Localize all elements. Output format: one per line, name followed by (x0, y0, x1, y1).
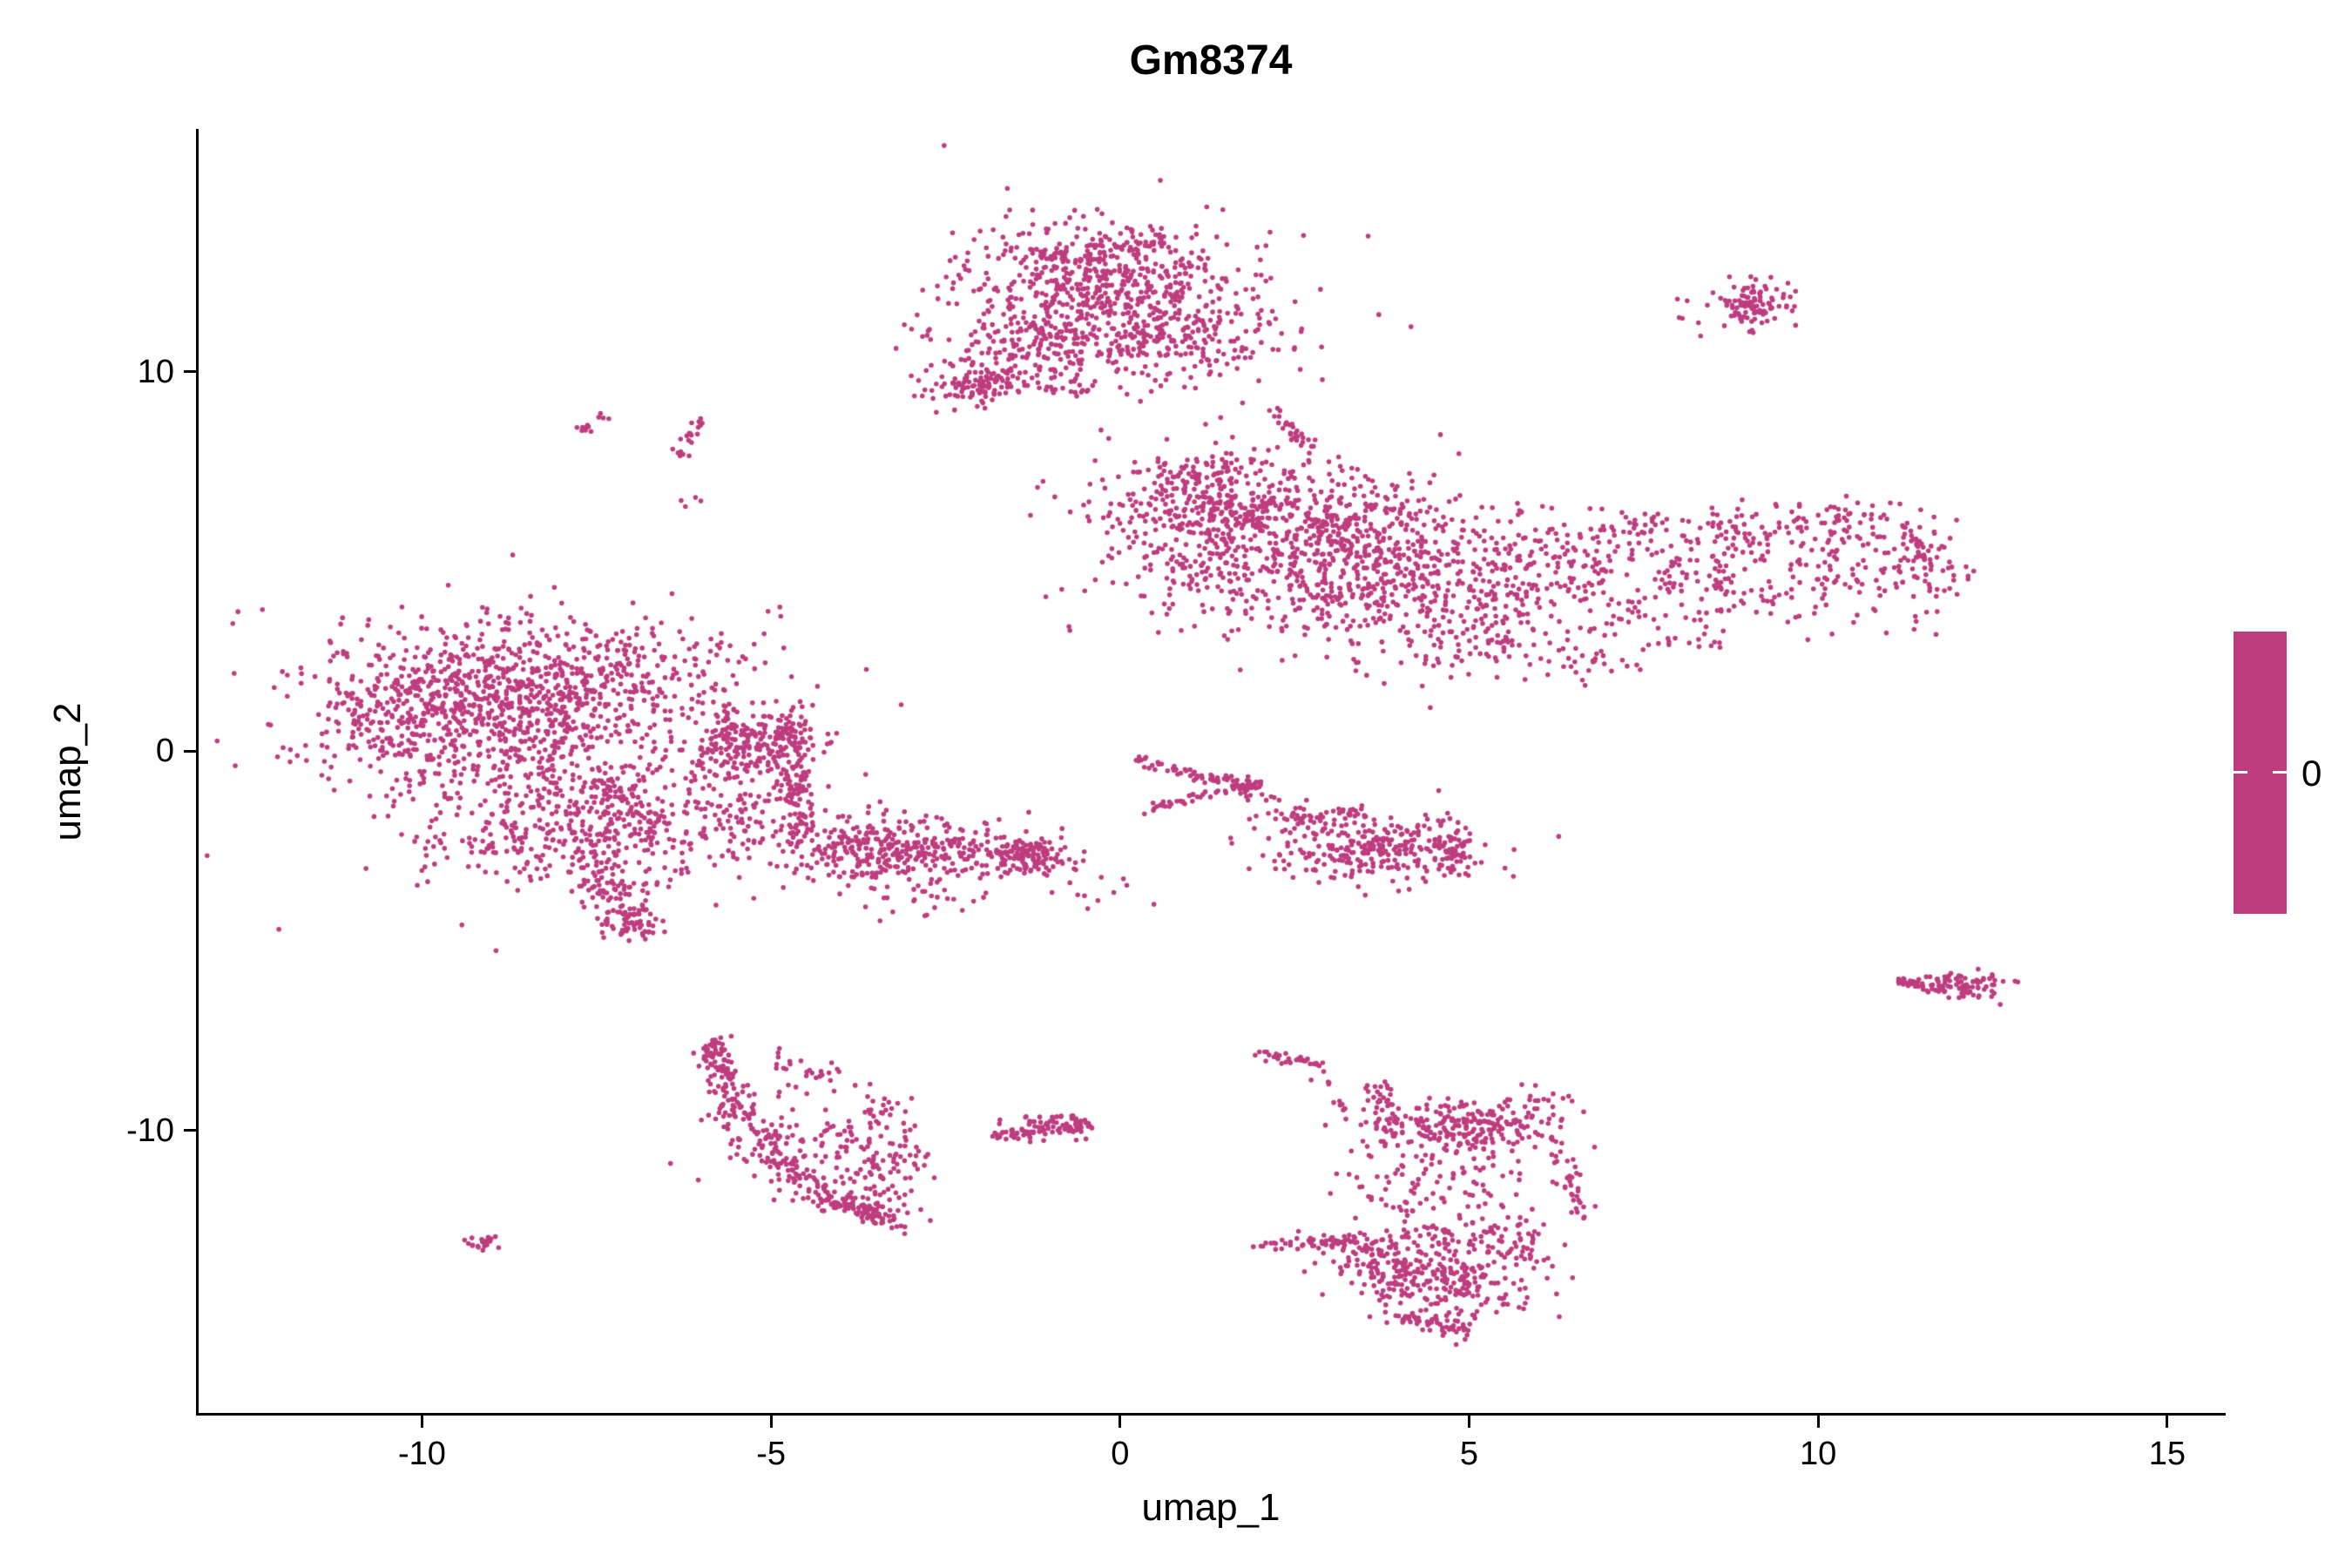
y-tick-mark (184, 1129, 196, 1132)
plot-title: Gm8374 (1129, 37, 1293, 84)
x-tick-mark (1468, 1416, 1470, 1428)
x-tick-mark (2166, 1416, 2169, 1428)
x-tick-label: 10 (1800, 1436, 1837, 1472)
x-tick-mark (1119, 1416, 1122, 1428)
x-tick-label: 0 (1111, 1436, 1130, 1472)
x-tick-mark (769, 1416, 773, 1428)
x-tick-label: 5 (1459, 1436, 1479, 1472)
colorbar-tick-label: 0 (2301, 753, 2322, 794)
y-axis-title: umap_2 (46, 702, 89, 841)
y-tick-label: 0 (155, 733, 174, 770)
x-axis-title: umap_1 (1141, 1486, 1281, 1529)
y-tick-label: 10 (137, 353, 174, 390)
x-tick-mark (420, 1416, 423, 1428)
colorbar-tick-mark (2234, 771, 2247, 774)
colorbar-legend (2234, 632, 2287, 914)
y-tick-mark (184, 749, 196, 753)
x-tick-mark (1816, 1416, 1820, 1428)
x-axis-line (196, 1413, 2226, 1416)
x-tick-label: -5 (756, 1436, 787, 1472)
x-tick-label: 15 (2148, 1436, 2186, 1472)
colorbar-tick-mark (2273, 771, 2287, 774)
y-tick-label: -10 (126, 1112, 174, 1149)
y-tick-mark (184, 370, 196, 374)
y-axis-line (196, 129, 199, 1416)
x-tick-label: -10 (397, 1436, 446, 1472)
